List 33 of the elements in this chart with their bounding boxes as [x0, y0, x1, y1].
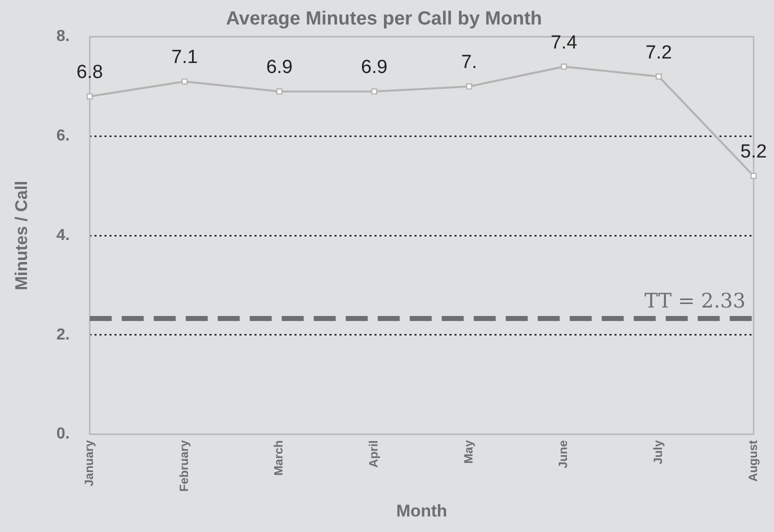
x-tick-label: May: [461, 440, 476, 464]
data-label: 6.9: [361, 57, 388, 78]
chart-title: Average Minutes per Call by Month: [226, 8, 542, 30]
y-tick-label: 4.: [56, 226, 70, 244]
data-label: 7.: [461, 52, 478, 74]
y-tick-label: 8.: [56, 28, 70, 46]
y-axis-title: Minutes / Call: [12, 180, 31, 290]
x-tick-label: August: [746, 440, 760, 482]
y-tick-label: 6.: [56, 128, 70, 145]
x-tick-label: April: [366, 440, 381, 468]
point: [560, 64, 567, 70]
point: [466, 83, 472, 90]
data-label: 7.2: [646, 42, 672, 64]
point: [276, 88, 282, 95]
x-tick-label: February: [176, 440, 191, 492]
point: [182, 78, 188, 85]
point: [656, 73, 662, 80]
x-tick-label: June: [556, 440, 570, 468]
x-tick-label: January: [82, 440, 96, 486]
point: [750, 172, 757, 179]
data-label: 6.8: [76, 62, 103, 84]
x-axis-title: Month: [396, 501, 448, 520]
data-label: 5.2: [740, 142, 767, 163]
x-tick-label: July: [651, 440, 666, 464]
y-tick-label: 0.: [56, 426, 70, 443]
ref-line-label: TT = 2.33: [644, 288, 746, 313]
data-label: 6.9: [266, 57, 293, 78]
data-label: 7.1: [171, 47, 198, 68]
point: [371, 88, 378, 95]
data-label: 7.4: [550, 32, 578, 54]
y-tick-label: 2.: [56, 326, 70, 344]
x-tick-label: March: [272, 440, 286, 476]
point: [86, 93, 93, 100]
